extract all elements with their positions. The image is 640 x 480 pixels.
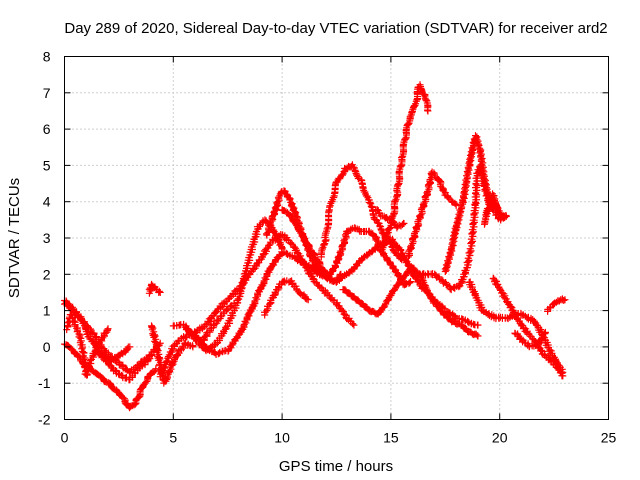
data-point-markers (145, 280, 164, 297)
series-track-13 (278, 206, 345, 285)
x-tick-label: 10 (274, 430, 290, 446)
series-track-25 (544, 295, 569, 315)
data-points (61, 81, 569, 412)
y-tick-label: 1 (43, 303, 51, 319)
series-track-18 (404, 168, 460, 261)
x-tick-label: 20 (492, 430, 508, 446)
data-point-markers (63, 311, 112, 379)
data-point-markers (489, 274, 567, 380)
series-track-26 (197, 299, 238, 348)
x-tick-label: 5 (169, 430, 177, 446)
x-tick-label: 25 (601, 430, 617, 446)
series-track-7 (148, 322, 197, 387)
y-tick-label: 2 (43, 266, 51, 282)
series-track-14 (317, 161, 406, 264)
series-track-16 (378, 81, 432, 254)
data-point-markers (197, 299, 238, 348)
data-point-markers (261, 277, 312, 319)
data-point-markers (511, 328, 549, 351)
data-point-markers (481, 190, 510, 228)
data-point-markers (544, 295, 569, 315)
series-track-2 (61, 340, 160, 412)
x-tick-label: 0 (61, 430, 69, 446)
y-tick-label: 5 (43, 157, 51, 173)
series-track-17 (372, 206, 408, 232)
data-point-markers (441, 132, 497, 275)
series-track-20 (441, 132, 497, 275)
y-tick-label: -2 (38, 412, 51, 428)
data-point-markers (404, 168, 460, 261)
y-tick-label: 3 (43, 230, 51, 246)
y-axis-label: SDTVAR / TECUs (6, 178, 23, 298)
y-tick-label: 7 (43, 85, 51, 101)
series-track-3 (63, 311, 112, 379)
y-tick-label: 0 (43, 339, 51, 355)
x-tick-label: 15 (383, 430, 399, 446)
data-point-markers (378, 81, 432, 254)
data-point-markers (61, 340, 160, 412)
series-track-23 (489, 274, 567, 380)
data-point-markers (148, 322, 197, 387)
data-point-markers (317, 161, 406, 264)
series-track-6 (145, 280, 164, 297)
y-tick-label: -1 (38, 375, 51, 391)
data-point-markers (278, 206, 345, 285)
x-axis-label: GPS time / hours (279, 458, 393, 475)
y-tick-label: 6 (43, 121, 51, 137)
y-tick-label: 8 (43, 49, 51, 65)
series-track-12 (261, 277, 312, 319)
axis-ticks: 0 5 10 15 20 25 -2 -1 0 1 2 3 4 5 6 7 8 (38, 49, 616, 446)
grid-lines (64, 56, 609, 420)
data-point-markers (372, 206, 408, 232)
series-track-22 (481, 190, 510, 228)
series-track-24 (511, 328, 549, 351)
chart-title: Day 289 of 2020, Sidereal Day-to-day VTE… (64, 20, 607, 37)
y-tick-label: 4 (43, 194, 51, 210)
